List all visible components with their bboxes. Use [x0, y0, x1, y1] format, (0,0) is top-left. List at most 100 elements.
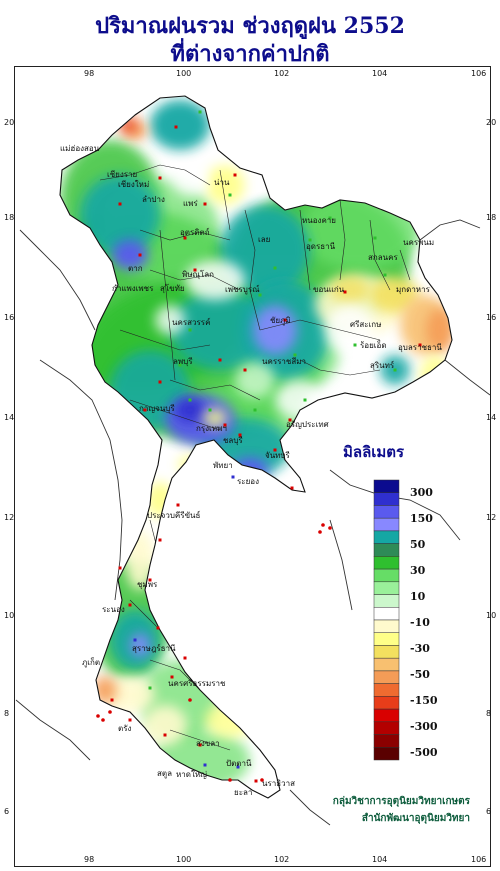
- legend-swatch: [373, 708, 400, 723]
- island-marker: [228, 778, 232, 782]
- station-marker: [293, 353, 297, 357]
- legend-swatch: [373, 505, 400, 519]
- station-marker: [133, 638, 137, 642]
- legend-swatch: [373, 734, 400, 748]
- latitude-tick-left: 12: [4, 513, 15, 522]
- province-border: [139, 229, 231, 241]
- rain-anomaly-blob: [155, 305, 185, 335]
- footer-org-line2: สำนักพัฒนาอุตุนิยมวิทยา: [361, 813, 470, 824]
- province-label: กาญจนบุรี: [139, 404, 175, 413]
- rain-anomaly-blob: [330, 276, 370, 304]
- legend-swatch: [373, 607, 400, 621]
- station-marker: [383, 273, 387, 277]
- province-label: ภูเก็ต: [82, 658, 101, 667]
- station-marker: [343, 290, 347, 294]
- neighbor-border: [444, 359, 491, 396]
- island-marker: [96, 714, 100, 718]
- station-marker: [418, 343, 422, 347]
- province-border: [299, 209, 311, 291]
- rain-anomaly-blob: [143, 705, 187, 745]
- station-marker: [258, 293, 262, 297]
- rain-anomaly-blob: [178, 455, 202, 475]
- province-border: [339, 199, 346, 281]
- legend-swatch: [373, 543, 400, 557]
- province-label: มุกดาหาร: [396, 285, 430, 294]
- legend-label: -10: [410, 616, 430, 629]
- latitude-tick-right: 6: [486, 807, 492, 816]
- legend-swatch: [373, 721, 400, 735]
- legend-swatch: [373, 696, 400, 710]
- province-label: หาดใหญ่: [176, 770, 207, 779]
- longitude-tick-bottom: 100: [176, 855, 192, 864]
- legend-swatch: [373, 657, 400, 672]
- province-border: [149, 269, 241, 291]
- rain-anomaly-blob: [253, 305, 297, 355]
- province-border: [169, 729, 231, 751]
- neighbor-border: [19, 229, 96, 331]
- station-marker: [236, 765, 240, 769]
- island-marker: [260, 778, 264, 782]
- station-marker: [158, 380, 162, 384]
- island-marker: [188, 698, 192, 702]
- longitude-tick-top: 100: [176, 69, 192, 78]
- longitude-tick-bottom: 102: [274, 855, 290, 864]
- station-marker: [198, 743, 202, 747]
- province-label: ตรัง: [118, 724, 132, 733]
- station-marker: [303, 398, 307, 402]
- station-marker: [231, 475, 235, 479]
- legend-label: -50: [410, 668, 430, 681]
- province-label: แพร่: [183, 199, 198, 208]
- station-marker: [203, 763, 207, 767]
- rain-anomaly-blob: [426, 308, 452, 352]
- province-label: สุโขทัย: [160, 284, 185, 293]
- province-border: [129, 399, 221, 431]
- legend-swatch: [373, 530, 400, 544]
- latitude-tick-left: 14: [4, 413, 15, 422]
- station-marker: [308, 238, 312, 242]
- legend-label: -150: [410, 694, 438, 707]
- station-marker: [143, 408, 147, 412]
- neighbor-border: [289, 789, 331, 826]
- longitude-tick-bottom: 104: [372, 855, 388, 864]
- legend-label: 300: [410, 486, 433, 499]
- rain-anomaly-blob: [150, 100, 210, 150]
- station-marker: [156, 626, 160, 630]
- rain-anomaly-blob: [185, 260, 245, 300]
- neighbor-border: [419, 219, 481, 241]
- rain-anomaly-blob: [105, 677, 155, 713]
- province-label: สงขลา: [196, 739, 220, 748]
- map-subtitle: ที่ต่างจากค่าปกติ: [170, 41, 330, 67]
- longitude-tick-top: 98: [84, 69, 95, 78]
- station-marker: [188, 398, 192, 402]
- legend-label: -500: [410, 746, 438, 759]
- station-marker: [328, 216, 332, 220]
- province-label: อุตรดิตถ์: [180, 228, 210, 237]
- station-marker: [288, 418, 292, 422]
- province-border: [259, 319, 381, 341]
- station-marker: [243, 368, 247, 372]
- province-border: [219, 169, 231, 231]
- province-label: เลย: [258, 235, 271, 244]
- legend-swatch: [373, 556, 400, 570]
- province-label: นครพนม: [403, 238, 435, 247]
- legend-label: 30: [410, 564, 426, 577]
- province-label: สกลนคร: [368, 253, 398, 262]
- province-border: [299, 359, 381, 376]
- province-label: ขอนแก่น: [313, 285, 345, 294]
- province-label: แม่ฮ่องสอน: [60, 144, 100, 153]
- latitude-tick-right: 18: [486, 213, 497, 222]
- province-label: สตูล: [157, 769, 172, 778]
- station-marker: [393, 368, 397, 372]
- legend-swatch: [373, 479, 400, 493]
- province-label: เชียงราย: [107, 170, 138, 179]
- rain-anomaly-blob: [80, 175, 160, 255]
- province-border: [119, 329, 211, 351]
- legend-label: 50: [410, 538, 426, 551]
- longitude-tick-bottom: 98: [84, 855, 95, 864]
- station-marker: [128, 718, 132, 722]
- legend-swatch: [373, 517, 400, 532]
- province-border: [99, 164, 211, 186]
- legend-swatch: [373, 645, 400, 659]
- station-marker: [148, 686, 152, 690]
